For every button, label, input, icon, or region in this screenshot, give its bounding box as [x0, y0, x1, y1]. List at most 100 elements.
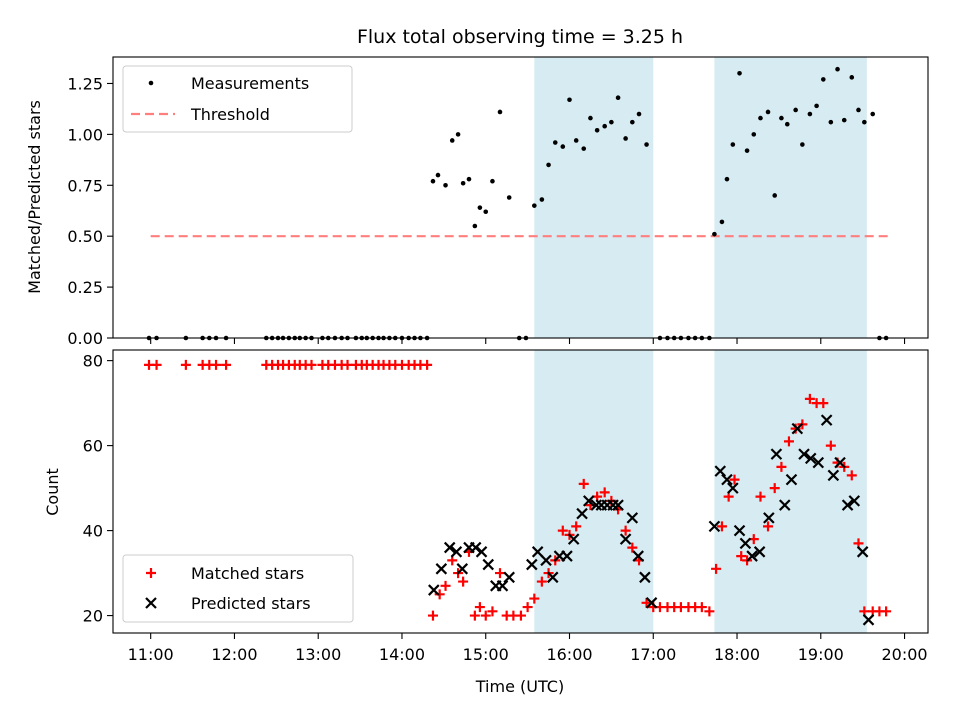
predicted-star-point	[626, 512, 639, 524]
predicted-star-point	[812, 456, 825, 469]
ratio-y-ticks: 0.00 0.25 0.50 0.75 1.00 1.25	[67, 74, 113, 348]
measurement-point	[560, 144, 566, 149]
matched-star-point	[474, 602, 485, 613]
predicted-star-point	[746, 550, 758, 562]
matched-star-point	[557, 525, 568, 536]
predicted-star-point	[590, 499, 603, 511]
predicted-star-point	[721, 473, 733, 486]
count-x-ticks: 11:00 12:00 13:00 14:00 15:00 16:00 17:00 18:00…	[128, 633, 928, 664]
matched-star-point	[211, 359, 222, 370]
measurement-point	[862, 119, 867, 125]
measurement-point	[765, 109, 771, 115]
matched-star-point	[776, 461, 787, 472]
ratio-panel-frame	[112, 56, 929, 339]
y-tick-label: 40	[83, 522, 103, 541]
predicted-star-point	[540, 554, 552, 567]
matched-star-point	[769, 483, 780, 494]
x-tick-label: 16:00	[546, 645, 592, 664]
measurement-point	[443, 182, 448, 188]
predicted-star-point	[619, 533, 632, 545]
x-axis-label: Time (UTC)	[475, 677, 564, 696]
predicted-star-point	[576, 507, 588, 520]
predicted-star-point	[798, 448, 810, 460]
y-tick-label: 0.75	[67, 176, 103, 195]
matched-star-point	[458, 576, 469, 587]
y-tick-label: 60	[83, 437, 103, 456]
measurement-point	[472, 223, 478, 229]
predicted-star-point	[714, 465, 727, 477]
matched-star-point	[704, 606, 715, 617]
ratio-panel: Flux total observing time = 3.25 h 0.00 0…	[25, 26, 929, 348]
matched-star-point	[818, 398, 829, 409]
measurement-point	[644, 142, 649, 147]
matched-star-point	[469, 610, 480, 621]
measurement-point	[828, 119, 834, 125]
matched-star-point	[599, 487, 610, 498]
ratio-legend: Measurements Threshold	[122, 65, 353, 133]
y-tick-label: 1.00	[67, 125, 103, 144]
matched-star-point	[783, 436, 794, 447]
measurement-point	[506, 195, 512, 200]
measurement-point	[630, 119, 635, 125]
matched-star-point	[151, 359, 162, 370]
count-y-axis-label: Count	[43, 468, 62, 516]
matched-stars-points	[144, 359, 892, 621]
matched-star-point	[529, 593, 540, 604]
predicted-star-point	[639, 571, 651, 584]
predicted-star-point	[567, 533, 580, 545]
measurement-point	[793, 107, 798, 113]
chart-title: Flux total observing time = 3.25 h	[357, 26, 683, 48]
measurement-point	[724, 176, 730, 182]
matched-star-point	[881, 606, 892, 617]
predicted-star-point	[645, 597, 658, 609]
predicted-star-point	[450, 546, 463, 558]
x-tick-label: 19:00	[798, 645, 844, 664]
predicted-star-point	[804, 452, 817, 465]
matched-star-point	[578, 478, 589, 489]
legend-measurements-marker	[148, 80, 154, 86]
measurement-point	[623, 136, 628, 141]
predicted-star-point	[727, 482, 739, 494]
measurement-point	[430, 178, 436, 184]
matched-star-point	[620, 525, 631, 536]
predicted-stars-points	[428, 414, 875, 626]
matched-star-point	[729, 474, 740, 485]
matched-star-point	[440, 580, 451, 591]
legend-matched-marker	[146, 568, 156, 578]
predicted-star-point	[526, 558, 538, 571]
y-tick-label: 0.50	[67, 227, 103, 246]
predicted-star-point	[443, 541, 456, 554]
predicted-star-point	[827, 469, 840, 482]
predicted-star-point	[456, 563, 469, 575]
matched-star-point	[494, 568, 505, 579]
measurement-point	[435, 172, 441, 178]
measurement-point	[483, 209, 489, 215]
measurement-point	[552, 140, 558, 145]
measurement-point	[856, 107, 861, 113]
predicted-star-point	[733, 524, 746, 537]
predicted-star-point	[435, 563, 448, 575]
measurement-point	[870, 111, 876, 117]
y-tick-label: 0.00	[67, 329, 103, 348]
matched-star-point	[736, 551, 747, 562]
measurement-point	[779, 115, 784, 121]
matched-star-point	[487, 606, 498, 617]
observing-band-2	[714, 350, 867, 633]
matched-star-point	[536, 576, 547, 587]
predicted-star-point	[763, 512, 775, 524]
measurement-point	[758, 115, 763, 121]
measurement-point	[581, 146, 587, 151]
predicted-star-point	[607, 499, 619, 511]
observing-band-2	[714, 57, 867, 338]
matched-star-point	[422, 359, 433, 370]
predicted-star-point	[739, 537, 752, 550]
predicted-star-point	[632, 550, 644, 562]
measurement-point	[737, 70, 742, 76]
ratio-legend-box	[122, 65, 353, 133]
matched-star-point	[515, 610, 526, 621]
predicted-star-point	[785, 473, 798, 486]
predicted-star-point	[841, 499, 854, 511]
legend-measurements-label: Measurements	[191, 74, 309, 93]
predicted-star-point	[531, 546, 544, 558]
